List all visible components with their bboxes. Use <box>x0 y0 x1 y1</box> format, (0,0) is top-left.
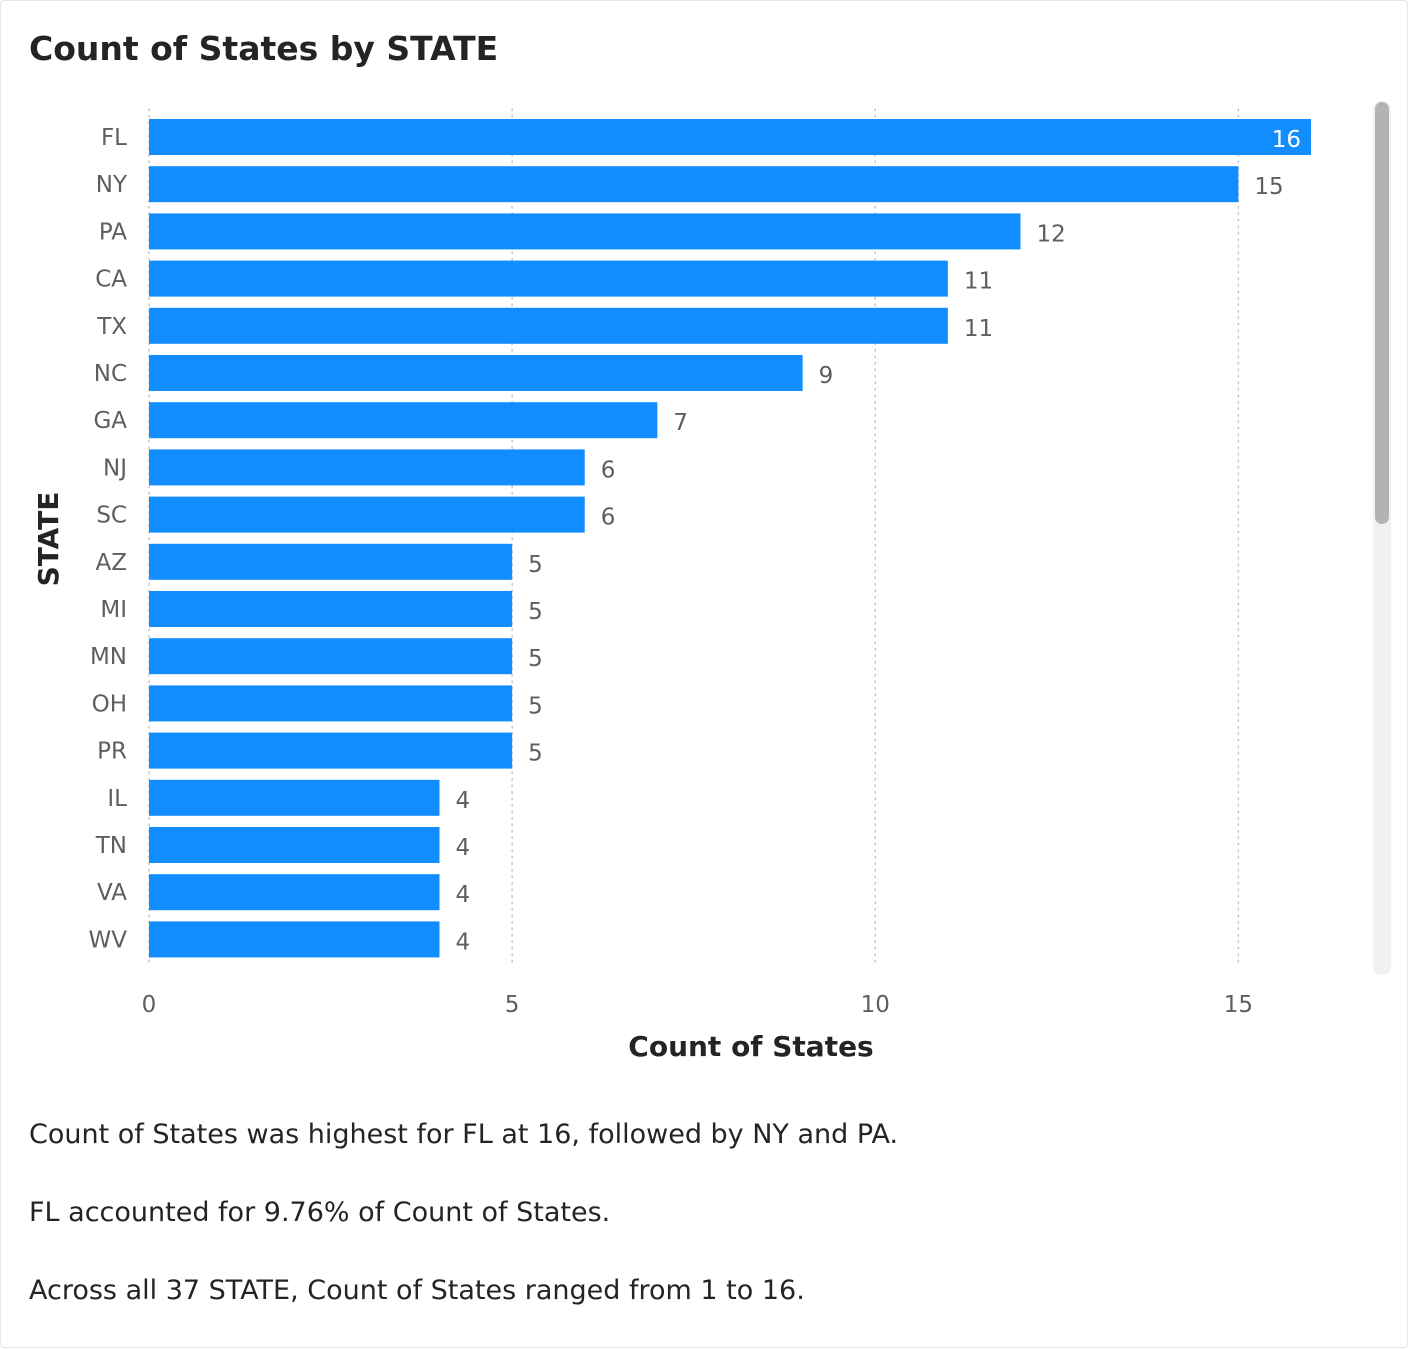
smart-narrative: Count of States was highest for FL at 16… <box>29 1115 1369 1349</box>
y-category-label: PR <box>97 739 127 765</box>
y-category-label: AZ <box>96 550 128 576</box>
y-category-label: CA <box>95 267 127 293</box>
data-label: 11 <box>964 316 993 342</box>
bar <box>149 119 1311 155</box>
y-category-label: NY <box>96 172 128 198</box>
y-category-label: NC <box>94 361 127 387</box>
data-label: 6 <box>601 457 616 483</box>
data-label: 6 <box>601 505 616 531</box>
bar <box>149 213 1021 250</box>
y-axis-title: STATE <box>32 492 65 587</box>
data-label: 4 <box>456 788 471 814</box>
scrollbar-thumb[interactable] <box>1375 102 1389 524</box>
chart-title: Count of States by STATE <box>29 29 499 68</box>
bar <box>149 779 440 816</box>
narrative-line: FL accounted for 9.76% of Count of State… <box>29 1197 611 1228</box>
y-category-label: PA <box>99 219 127 245</box>
y-category-label: IL <box>107 786 127 812</box>
bar <box>149 402 658 439</box>
bar-chart: 0 5 10 15 Count of States STATE FL 16 NY 15 PA 12 CA… <box>32 108 1311 1063</box>
bar <box>149 496 585 533</box>
data-label: 5 <box>528 646 543 672</box>
bar <box>149 543 513 580</box>
data-label: 4 <box>456 929 471 955</box>
narrative-line: Across all 37 STATE, Count of States ran… <box>29 1275 805 1306</box>
data-label: 15 <box>1254 174 1283 200</box>
bar <box>149 874 440 911</box>
y-category-label: GA <box>93 408 127 434</box>
y-category-label: MN <box>90 644 127 670</box>
y-category-label: FL <box>101 125 127 151</box>
bar <box>149 355 803 391</box>
data-label: 5 <box>528 741 543 767</box>
bar <box>149 732 513 769</box>
bar <box>149 449 585 486</box>
bar <box>149 827 440 863</box>
x-tick-label: 0 <box>142 992 157 1018</box>
y-category-label: TX <box>96 314 127 340</box>
y-category-label: TN <box>95 833 127 859</box>
bar <box>149 591 513 627</box>
data-label: 5 <box>528 693 543 719</box>
data-label: 12 <box>1037 221 1066 247</box>
bar <box>149 307 948 344</box>
narrative-line: Count of States was highest for FL at 16… <box>29 1119 899 1150</box>
data-label: 4 <box>456 882 471 908</box>
x-tick-label: 15 <box>1224 992 1253 1018</box>
data-label: 16 <box>1272 127 1301 153</box>
y-category-label: NJ <box>103 455 127 481</box>
y-category-label: MI <box>100 597 127 623</box>
data-label: 7 <box>673 410 688 436</box>
y-category-label: VA <box>97 880 127 906</box>
bar <box>149 685 513 722</box>
bar <box>149 260 948 297</box>
y-category-label: SC <box>96 503 127 529</box>
x-tick-label: 5 <box>505 992 520 1018</box>
bar <box>149 638 513 675</box>
data-label: 5 <box>528 552 543 578</box>
y-category-label: WV <box>89 927 128 953</box>
data-label: 4 <box>456 835 471 861</box>
y-category-label: OH <box>92 691 127 717</box>
data-label: 9 <box>819 363 834 389</box>
data-label: 11 <box>964 269 993 295</box>
data-label: 5 <box>528 599 543 625</box>
x-axis-title: Count of States <box>628 1030 873 1063</box>
x-tick-label: 10 <box>861 992 890 1018</box>
bar <box>149 921 440 958</box>
bar <box>149 166 1239 203</box>
